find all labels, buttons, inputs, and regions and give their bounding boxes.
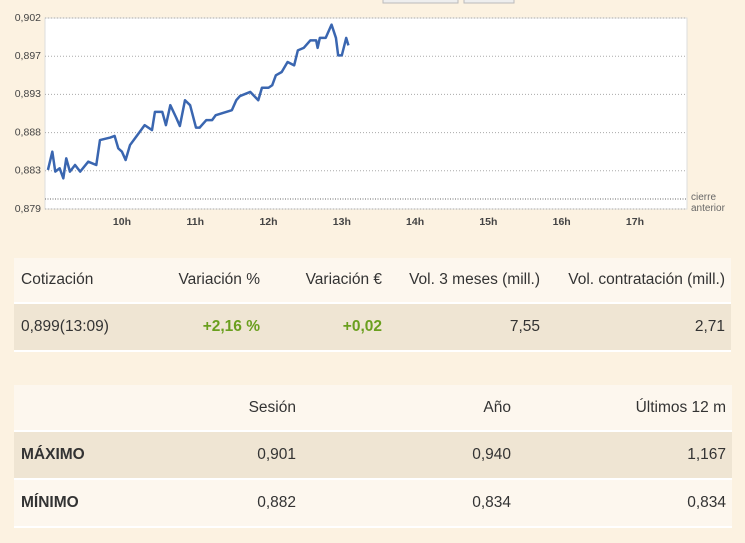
data-row: 0,899(13:09) +2,16 % +0,02 7,55 2,71 [14,303,731,352]
y-tick-label: 0,888 [15,126,41,138]
y-tick-label: 0,902 [15,12,41,24]
x-tick-label: 16h [553,216,571,228]
data-row: MÍNIMO 0,882 0,834 0,834 [14,479,732,528]
range-table: Sesión Año Últimos 12 m MÁXIMO 0,901 0,94… [14,385,732,528]
column-header: Últimos 12 m [517,385,732,432]
tab-button[interactable] [463,0,515,4]
column-header: Cotización [14,258,154,304]
cell: +0,02 [266,303,388,352]
cell: 0,834 [302,479,517,528]
cell: MÍNIMO 0,882 [14,479,302,528]
reference-label: cierre anterior [691,192,725,214]
cell: 0,834 [517,479,732,528]
header-row: Cotización Variación % Variación € Vol. … [14,258,731,304]
cell: 7,55 [388,303,546,352]
data-row: MÁXIMO 0,901 0,940 1,167 [14,431,732,480]
x-tick-label: 13h [333,216,351,228]
x-tick-label: 12h [259,216,277,228]
column-header: Vol. 3 meses (mill.) [388,258,546,304]
cell: 2,71 [546,303,731,352]
y-tick-label: 0,897 [15,50,41,62]
column-header: Año [302,385,517,432]
y-tick-label: 0,883 [15,165,41,177]
cell: 1,167 [517,431,732,480]
column-header: Variación % [154,258,266,304]
cell: +2,16 % [154,303,266,352]
cell: MÁXIMO 0,901 [14,431,302,480]
y-tick-label: 0,893 [15,88,41,100]
x-tick-label: 15h [479,216,497,228]
row-label: MÁXIMO [21,446,85,463]
cell: 0,899(13:09) [14,303,154,352]
column-header: Vol. contratación (mill.) [546,258,731,304]
plot-area [44,17,688,210]
chart: 0,879 0,883 0,888 0,893 0,897 0,902 10h 11h 12h 1… [15,0,688,228]
cell: 0,940 [302,431,517,480]
cell-value: 0,901 [257,446,296,463]
column-header: Variación € [266,258,388,304]
quote-table: Cotización Variación % Variación € Vol. … [14,258,731,352]
y-tick-label: 0,879 [15,203,41,215]
column-header: Sesión [14,385,302,432]
row-label: MÍNIMO [21,494,79,511]
price-line [46,23,350,180]
tab-button[interactable] [382,0,459,4]
x-tick-label: 11h [186,216,204,228]
x-tick-label: 10h [113,216,131,228]
x-tick-label: 17h [626,216,644,228]
cell-value: 0,882 [257,494,296,511]
header-row: Sesión Año Últimos 12 m [14,385,732,432]
x-tick-label: 14h [406,216,424,228]
